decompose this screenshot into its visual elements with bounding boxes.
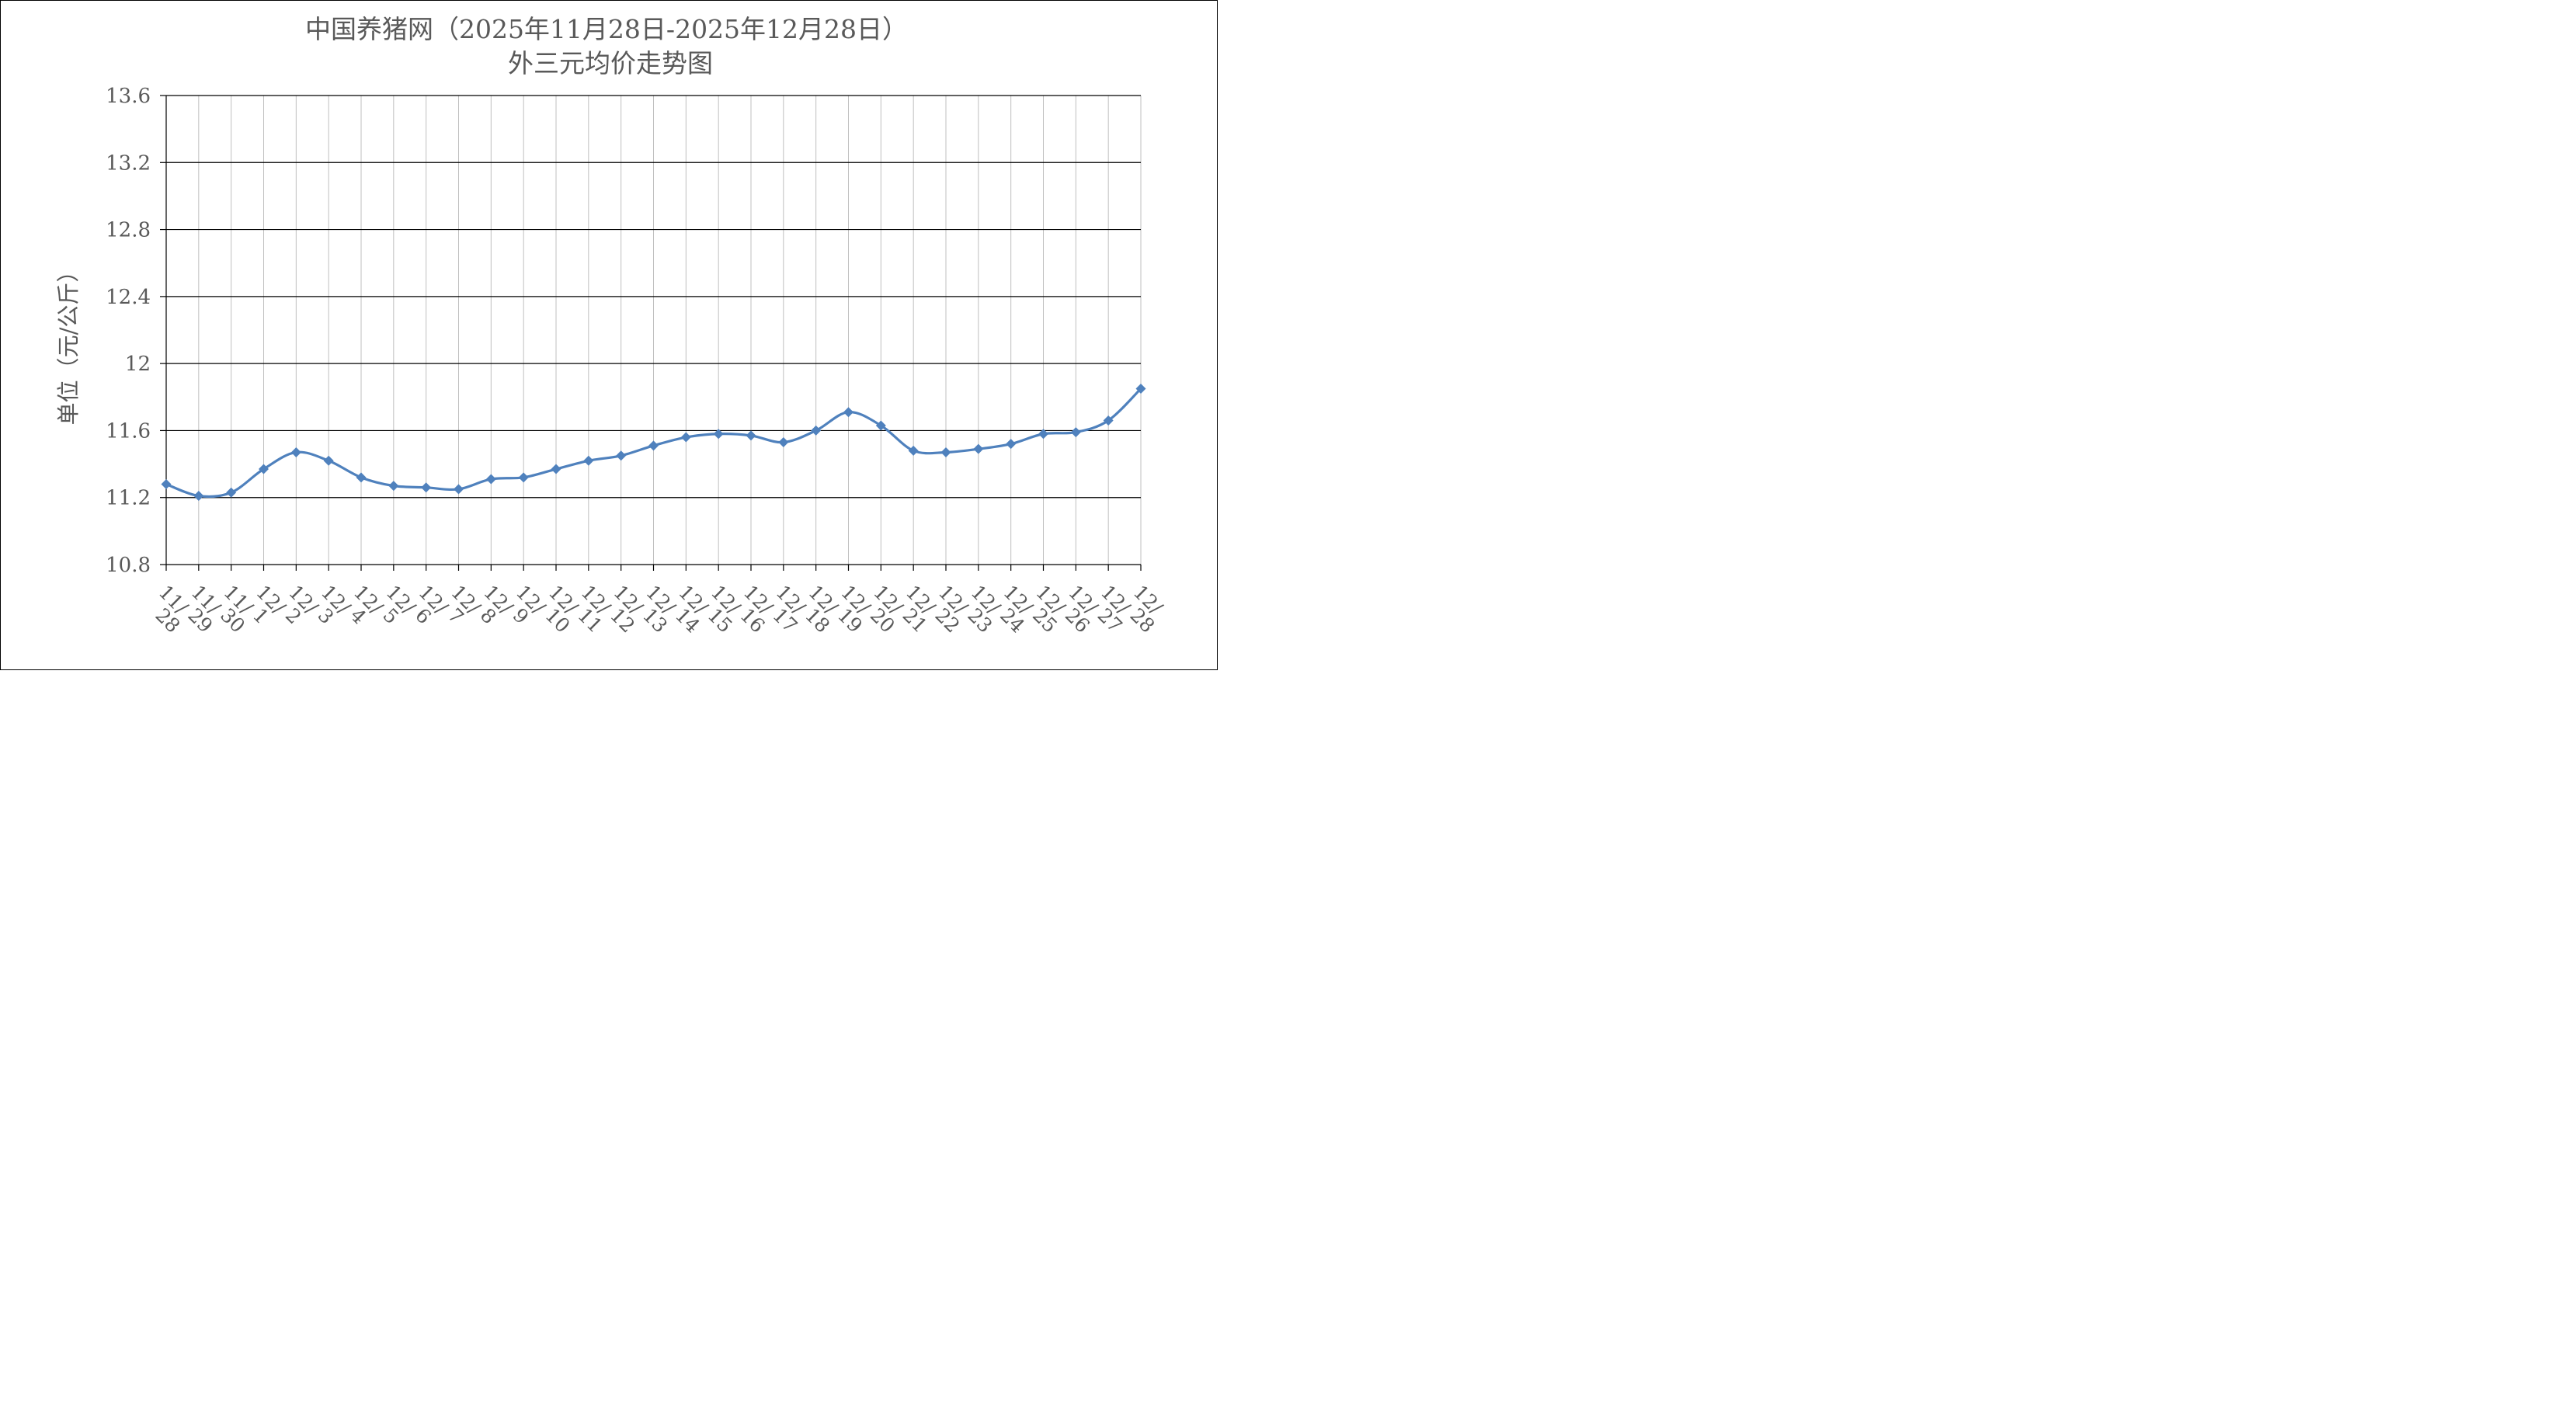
y-tick-label: 12 (125, 353, 151, 376)
data-point (908, 445, 919, 456)
data-point (518, 472, 529, 483)
data-point (388, 481, 399, 492)
data-point (454, 484, 464, 495)
data-point (713, 429, 724, 440)
y-tick-label: 11.6 (106, 419, 151, 443)
y-tick-label: 10.8 (106, 554, 151, 577)
data-point (485, 474, 496, 485)
data-point (1103, 415, 1114, 426)
series-group (161, 384, 1146, 502)
data-point (875, 420, 886, 431)
x-tick-label: 11/28 (151, 581, 193, 638)
line-chart: 中国养猪网（2025年11月28日-2025年12月28日） 外三元均价走势图 … (55, 14, 1168, 638)
data-point (551, 464, 561, 474)
data-point (583, 455, 594, 466)
chart-title: 中国养猪网（2025年11月28日-2025年12月28日） (305, 14, 908, 44)
y-tick-label: 12.4 (106, 286, 151, 309)
data-point (616, 450, 627, 461)
data-point (1070, 427, 1081, 438)
data-point (323, 455, 334, 466)
y-axis-label: 单位（元/公斤） (55, 260, 82, 426)
axes (160, 95, 1142, 571)
data-point (746, 430, 756, 441)
data-point (811, 425, 822, 436)
data-point (421, 482, 432, 493)
data-point (290, 447, 301, 457)
data-point (1038, 429, 1048, 440)
y-tick-label: 13.2 (106, 151, 151, 175)
data-point (843, 407, 853, 418)
data-point (1135, 384, 1146, 394)
y-tick-label: 12.8 (106, 219, 151, 242)
data-point (1006, 439, 1017, 450)
data-point (161, 478, 172, 489)
data-point (940, 447, 951, 457)
data-point (259, 464, 269, 474)
data-point (778, 437, 789, 448)
data-point (356, 472, 367, 483)
y-tick-label: 13.6 (106, 85, 151, 108)
data-point (193, 491, 204, 502)
data-point (680, 432, 691, 443)
data-point (226, 487, 237, 498)
y-tick-label: 11.2 (106, 487, 151, 510)
chart-subtitle: 外三元均价走势图 (508, 48, 713, 78)
data-point (648, 440, 659, 451)
y-tick-labels: 10.8 11.2 11.6 12 12.4 12.8 13.2 13.6 (106, 85, 151, 577)
data-point (973, 443, 984, 454)
grid (166, 95, 1142, 565)
chart-frame: 中国养猪网（2025年11月28日-2025年12月28日） 外三元均价走势图 … (0, 0, 1218, 670)
